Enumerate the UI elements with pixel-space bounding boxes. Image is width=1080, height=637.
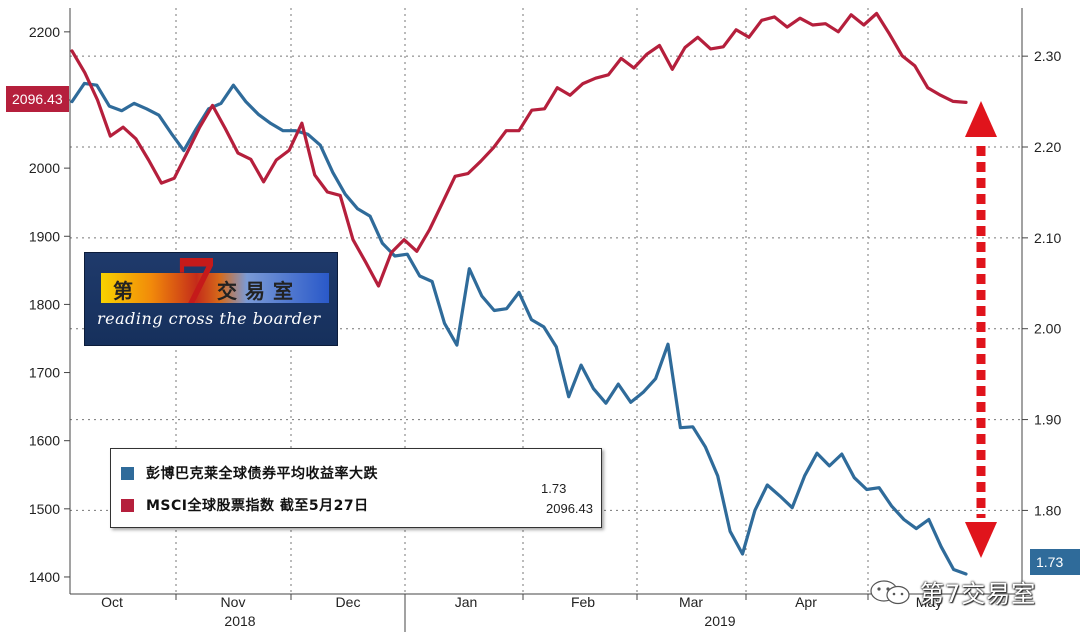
left-tick-label: 1800	[29, 296, 60, 312]
month-label: Oct	[101, 594, 123, 610]
month-label: May	[916, 594, 942, 610]
legend-label-equity: MSCI全球股票指数 截至5月27日	[146, 498, 369, 514]
arrow-up-icon	[965, 101, 997, 137]
logo-badge: 第 7 交 易 室 reading cross the boarder	[84, 245, 338, 346]
logo-char-5: 室	[273, 279, 293, 303]
yield-last-value-badge: 1.73	[1030, 549, 1080, 575]
left-tick-label: 1900	[29, 228, 60, 244]
logo-subtitle: reading cross the boarder	[97, 309, 321, 328]
right-tick-label: 2.00	[1034, 321, 1061, 337]
plot-frame	[69, 8, 1023, 632]
watermark-text: 第7交易室	[920, 580, 1037, 608]
divergence-arrow	[965, 101, 997, 558]
right-axis: 2.30 2.20 2.10 2.00 1.90 1.80	[1022, 48, 1061, 518]
legend-value-equity: 2096.43	[546, 501, 593, 516]
legend-item-yield: 彭博巴克莱全球债券平均收益率大跌	[121, 463, 378, 483]
watermark: 第7交易室	[868, 574, 1036, 609]
left-tick-label: 1400	[29, 569, 60, 585]
arrow-down-icon	[965, 522, 997, 558]
logo-char-3: 交	[217, 279, 237, 303]
logo-gradient-band	[101, 273, 329, 303]
right-tick-label: 2.20	[1034, 139, 1061, 155]
left-tick-label: 2200	[29, 24, 60, 40]
left-tick-label: 1700	[29, 365, 60, 381]
legend-label-yield: 彭博巴克莱全球债券平均收益率大跌	[146, 466, 378, 482]
year-label: 2019	[704, 613, 735, 629]
month-label: Jan	[455, 594, 478, 610]
month-label: Nov	[221, 594, 246, 610]
left-axis: 220021002000190018001700160015001400	[29, 24, 70, 585]
right-tick-label: 1.90	[1034, 412, 1061, 428]
left-tick-label: 2000	[29, 160, 60, 176]
legend-swatch-yield	[121, 466, 134, 480]
legend: 彭博巴克莱全球债券平均收益率大跌 MSCI全球股票指数 截至5月27日 1.73…	[110, 448, 602, 528]
right-tick-label: 1.80	[1034, 502, 1061, 518]
right-tick-label: 2.30	[1034, 48, 1061, 64]
month-label: Feb	[571, 594, 595, 610]
year-label: 2018	[224, 613, 255, 629]
left-tick-label: 1500	[29, 501, 60, 517]
legend-swatch-equity	[121, 498, 134, 512]
wechat-icon	[868, 579, 914, 605]
logo-char-4: 易	[245, 279, 265, 303]
equity-last-value-badge: 2096.43	[6, 86, 69, 112]
month-label: Apr	[795, 594, 817, 610]
legend-value-yield: 1.73	[541, 481, 567, 496]
right-tick-label: 2.10	[1034, 230, 1061, 246]
series-group	[70, 11, 968, 576]
legend-item-equity: MSCI全球股票指数 截至5月27日	[121, 495, 369, 515]
logo-char-1: 第	[113, 279, 133, 303]
month-label: Dec	[336, 594, 361, 610]
series-line-equity	[70, 11, 968, 288]
left-tick-label: 1600	[29, 433, 60, 449]
month-label: Mar	[679, 594, 703, 610]
series-line-yield	[70, 81, 968, 576]
x-axis: Oct Nov Dec Jan Feb Mar Apr May 2018 2019	[101, 594, 942, 629]
logo-seven: 7	[175, 245, 219, 318]
